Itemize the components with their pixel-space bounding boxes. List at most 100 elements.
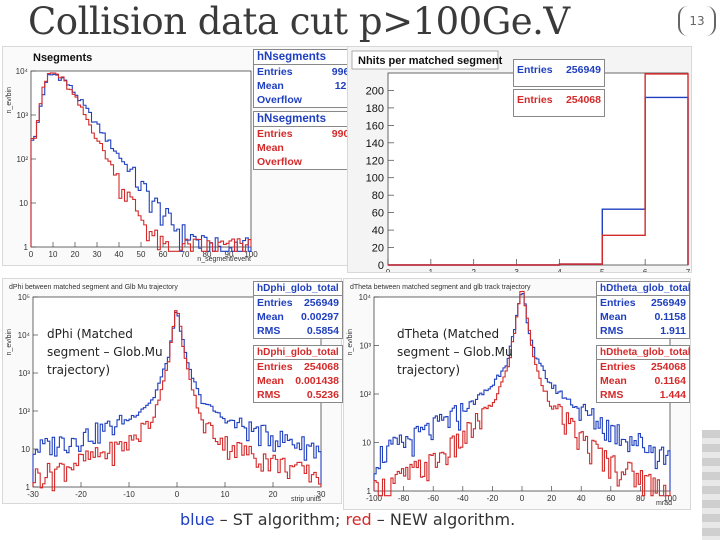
- x-tick-label: 30: [93, 250, 102, 259]
- dtheta-annotation: dTheta (Matched segment – Glob.Mu trajec…: [397, 327, 513, 377]
- y-tick-label: 140: [366, 138, 384, 150]
- x-tick-label: -30: [27, 490, 39, 499]
- x-tick-label: 20: [547, 494, 556, 503]
- stats-rms-row: RMS 1.911: [600, 325, 686, 337]
- histogram-series-blue: [373, 293, 671, 491]
- y-tick-label: 10²: [16, 155, 28, 164]
- x-tick-label: 40: [577, 494, 586, 503]
- dtheta-plot: dTheta between matched segment and glb t…: [343, 278, 691, 510]
- y-tick-label: 10: [19, 199, 28, 208]
- stats-entries-row: Entries 256949: [517, 64, 601, 76]
- y-tick-label: 1: [367, 487, 372, 496]
- stats-hist-name: hDtheta_glob_total: [597, 346, 691, 360]
- stats-hist-name: hNsegments: [254, 50, 364, 65]
- x-tick-label: 90: [225, 250, 234, 259]
- x-tick-label: 70: [181, 250, 190, 259]
- x-axis-label: strip units: [291, 496, 321, 503]
- x-tick-label: 30: [317, 490, 326, 499]
- stats-hist-name: hDphi_glob_total: [254, 346, 342, 360]
- plot-title: dPhi between matched segment and Glb Mu …: [9, 284, 178, 291]
- y-tick-label: 10³: [18, 369, 30, 378]
- x-tick-label: 20: [269, 490, 278, 499]
- stats-rms-row: RMS 0.5854: [257, 325, 339, 337]
- x-tick-label: -20: [75, 490, 87, 499]
- y-tick-label: 160: [366, 120, 384, 132]
- x-tick-label: 2: [471, 268, 476, 272]
- dphi-stats-red: hDphi_glob_total Entries 254068 Mean 0.001…: [253, 345, 343, 403]
- nsegments-chart-svg: Nsegments n_ev/bin n_segment/event 1 10 10² 10…: [6, 52, 258, 263]
- y-tick-label: 120: [366, 155, 384, 167]
- histogram-series-red: [388, 73, 689, 266]
- decorative-edge-stripes: [702, 430, 720, 540]
- dphi-annotation: dPhi (Matched segment – Glob.Mu trajecto…: [47, 327, 163, 377]
- x-tick-label: -80: [398, 494, 410, 503]
- nsegments-plot: Nsegments n_ev/bin n_segment/event 1 10 10² 10…: [2, 46, 366, 266]
- x-tick-label: 80: [636, 494, 645, 503]
- x-tick-label: 0: [386, 268, 391, 272]
- y-tick-label: 10⁴: [18, 331, 31, 340]
- x-tick-label: 5: [600, 268, 605, 272]
- x-tick-label: 100: [663, 494, 677, 503]
- x-axis-label: mrad: [656, 500, 672, 507]
- x-tick-label: -60: [427, 494, 439, 503]
- y-tick-label: 10⁵: [18, 293, 30, 302]
- x-tick-label: 60: [159, 250, 168, 259]
- stats-rms-row: RMS 0.5236: [257, 389, 339, 401]
- y-tick-label: 10⁴: [359, 293, 372, 302]
- x-tick-label: -20: [487, 494, 499, 503]
- x-tick-label: 1: [429, 268, 434, 272]
- legend-caption: blue – ST algorithm; red – NEW algorithm…: [180, 510, 515, 529]
- y-tick-label: 60: [372, 208, 384, 220]
- y-tick-label: 0: [378, 260, 384, 272]
- x-tick-label: -10: [123, 490, 135, 499]
- y-axis-label: n_ev/bin: [347, 329, 354, 356]
- x-tick-label: 0: [29, 250, 34, 259]
- caption-blue-word: blue: [180, 510, 215, 529]
- stats-entries-row: Entries 256949: [600, 297, 686, 309]
- stats-entries-row: Entries 254068: [517, 94, 601, 106]
- x-tick-label: 10: [221, 490, 230, 499]
- stats-hist-name: hNsegments: [254, 112, 364, 127]
- stats-mean-row: Mean 0.1158: [600, 311, 686, 323]
- plot-title: Nhits per matched segment: [358, 55, 503, 67]
- nsegments-stats-red: hNsegments Entries99091 Mean12 Overflow0: [253, 111, 365, 170]
- dphi-plot: dPhi between matched segment and Glb Mu …: [2, 278, 343, 504]
- dtheta-stats-red: hDtheta_glob_total Entries 254068 Mean 0.1…: [596, 345, 691, 403]
- stats-rms-row: RMS 1.444: [600, 389, 686, 401]
- x-tick-label: 4: [557, 268, 562, 272]
- y-tick-label: 10⁴: [16, 67, 29, 76]
- stats-entries-row: Entries 254068: [257, 361, 339, 373]
- page-number-badge: 13: [678, 6, 716, 36]
- y-tick-label: 100: [366, 173, 384, 185]
- stats-mean-row: Mean 0.001438: [257, 375, 339, 387]
- y-tick-label: 1: [26, 483, 31, 492]
- x-tick-label: 100: [244, 250, 258, 259]
- nhits-stats-blue: Entries 256949: [513, 59, 605, 87]
- x-tick-label: -100: [366, 494, 383, 503]
- stats-entries-row: Entries 254068: [600, 361, 686, 373]
- x-tick-label: 40: [115, 250, 124, 259]
- stats-hist-name: hDphi_glob_total: [254, 282, 342, 296]
- x-tick-label: 3: [514, 268, 519, 272]
- nhits-plot: Nhits per matched segment 0 20 40 60 80 100 120…: [347, 46, 692, 273]
- histogram-series-red: [30, 72, 252, 252]
- stats-hist-name: hDtheta_glob_total: [597, 282, 691, 296]
- y-tick-label: 10²: [359, 390, 371, 399]
- x-tick-label: -40: [457, 494, 469, 503]
- nhits-stats-red: Entries 254068: [513, 89, 605, 117]
- y-tick-label: 10²: [18, 407, 30, 416]
- y-tick-label: 10: [21, 445, 30, 454]
- x-tick-label: 6: [643, 268, 648, 272]
- x-tick-label: 20: [71, 250, 80, 259]
- x-tick-label: 0: [175, 490, 180, 499]
- caption-end: – NEW algorithm.: [371, 510, 516, 529]
- y-tick-label: 10³: [16, 111, 28, 120]
- histogram-series-red: [373, 290, 671, 497]
- plot-title: dTheta between matched segment and glb t…: [350, 284, 531, 291]
- x-tick-label: 0: [520, 494, 525, 503]
- histogram-series-blue: [32, 311, 322, 487]
- y-tick-label: 10: [362, 439, 371, 448]
- y-tick-label: 200: [366, 85, 384, 97]
- stats-mean-row: Mean 0.00297: [257, 311, 339, 323]
- title-box: [351, 50, 499, 70]
